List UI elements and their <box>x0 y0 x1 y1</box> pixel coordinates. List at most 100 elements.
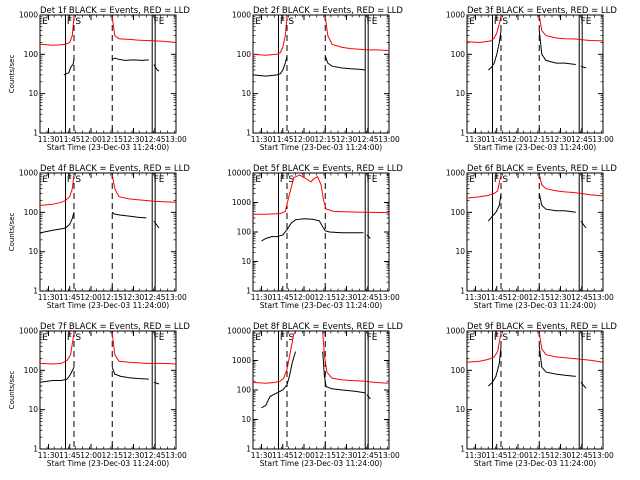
x-tick-label: 12:15 <box>101 293 123 302</box>
x-axis-label: Start Time (23-Dec-03 11:24:00) <box>474 143 596 152</box>
x-tick-label: 13:00 <box>592 451 614 460</box>
marker-label-e: E <box>255 17 261 27</box>
x-tick-label: 12:45 <box>144 293 166 302</box>
plot-frame <box>466 172 604 292</box>
x-tick-label: 12:45 <box>144 135 166 144</box>
y-tick-label: 1 <box>33 287 38 296</box>
x-tick-label: 13:00 <box>378 451 400 460</box>
plot-frame <box>39 14 177 134</box>
marker-label-e: E <box>469 17 475 27</box>
chart-title: Det 3f BLACK = Events, RED = LLD <box>467 6 617 16</box>
marker-label-s: S <box>502 17 508 27</box>
events-series-line <box>63 59 75 76</box>
lld-series-line <box>466 174 502 199</box>
x-tick-label: 11:45 <box>59 293 81 302</box>
x-axis-label: Start Time (23-Dec-03 11:24:00) <box>260 143 382 152</box>
x-tick-label: 12:00 <box>507 135 529 144</box>
events-series-line <box>153 64 160 72</box>
marker-label-f: F <box>494 17 499 27</box>
x-tick-label: 11:45 <box>59 451 81 460</box>
y-tick-label: 1 <box>460 129 465 138</box>
x-tick-label: 12:30 <box>336 293 358 302</box>
x-tick-label: 11:45 <box>272 451 294 460</box>
x-tick-label: 13:00 <box>378 293 400 302</box>
x-tick-label: 12:00 <box>293 293 315 302</box>
marker-label-fe: FE <box>367 17 378 27</box>
plot-frame <box>39 172 177 292</box>
events-series-line <box>153 381 160 385</box>
events-series-line <box>111 211 147 219</box>
events-series-line <box>366 234 371 239</box>
x-axis-label: Start Time (23-Dec-03 11:24:00) <box>47 143 169 152</box>
chart-panel-5: Det 5f BLACK = Events, RED = LLD 1 10 100 10… <box>227 164 403 310</box>
x-tick-label: 12:30 <box>123 135 145 144</box>
marker-label-fe: FE <box>154 175 165 185</box>
y-tick-label: 10 <box>241 415 251 424</box>
y-tick-label: 10 <box>455 405 465 414</box>
marker-label-f: F <box>67 17 72 27</box>
y-tick-label: 100 <box>24 208 39 217</box>
events-series-line <box>487 193 502 222</box>
marker-label-s: S <box>75 333 81 343</box>
x-tick-label: 12:15 <box>528 451 550 460</box>
y-tick-label: 100 <box>237 50 252 59</box>
marker-label-f: F <box>280 333 285 343</box>
events-series-line <box>261 218 364 242</box>
marker-label-s: S <box>75 17 81 27</box>
y-tick-label: 1000 <box>19 327 38 336</box>
y-tick-label: 1000 <box>446 327 465 336</box>
chart-title: Det 8f BLACK = Events, RED = LLD <box>253 322 403 332</box>
marker-label-e: E <box>42 17 48 27</box>
x-tick-label: 12:00 <box>80 135 102 144</box>
chart-panel-9: Det 9f BLACK = Events, RED = LLD 1 10 100 10… <box>446 322 617 468</box>
marker-label-s: S <box>75 175 81 185</box>
lld-series-line <box>466 332 502 363</box>
chart-panel-1: Det 1f BLACK = Events, RED = LLD 1 10 100 10… <box>8 6 190 152</box>
lld-series-line <box>111 174 177 203</box>
marker-label-s: S <box>502 175 508 185</box>
x-tick-label: 12:45 <box>571 293 593 302</box>
marker-label-fe: FE <box>581 17 592 27</box>
x-tick-label: 12:45 <box>571 451 593 460</box>
lld-series-line <box>466 15 502 44</box>
y-tick-label: 1000 <box>232 11 251 20</box>
marker-label-e: E <box>255 175 261 185</box>
y-tick-label: 1000 <box>232 198 251 207</box>
events-series-line <box>39 212 75 234</box>
y-tick-label: 1 <box>246 129 251 138</box>
x-tick-label: 11:45 <box>486 451 508 460</box>
events-series-line <box>366 394 371 400</box>
x-tick-label: 12:00 <box>80 293 102 302</box>
x-axis-label: Start Time (23-Dec-03 11:24:00) <box>474 459 596 468</box>
y-tick-label: 1000 <box>232 356 251 365</box>
marker-label-fe: FE <box>154 17 165 27</box>
y-axis-label: Counts/sec <box>8 213 16 252</box>
x-tick-label: 13:00 <box>592 293 614 302</box>
x-tick-label: 11:30 <box>251 451 273 460</box>
plot-frame <box>252 14 390 134</box>
chart-title: Det 2f BLACK = Events, RED = LLD <box>253 6 403 16</box>
x-tick-label: 12:15 <box>101 135 123 144</box>
x-tick-label: 12:45 <box>357 451 379 460</box>
marker-label-fe: FE <box>367 175 378 185</box>
x-tick-label: 11:45 <box>272 293 294 302</box>
lld-series-line <box>538 332 604 363</box>
marker-label-f: F <box>280 175 285 185</box>
events-series-line <box>111 367 149 380</box>
x-tick-label: 11:30 <box>465 135 487 144</box>
marker-label-fe: FE <box>154 333 165 343</box>
events-series-line <box>261 351 296 409</box>
lld-series-line <box>39 174 75 206</box>
chart-title: Det 7f BLACK = Events, RED = LLD <box>40 322 190 332</box>
x-tick-label: 11:30 <box>465 451 487 460</box>
y-tick-label: 1 <box>460 287 465 296</box>
y-tick-label: 10000 <box>227 327 251 336</box>
lld-series-line <box>538 15 604 42</box>
x-axis-label: Start Time (23-Dec-03 11:24:00) <box>474 301 596 310</box>
marker-label-e: E <box>42 175 48 185</box>
x-tick-label: 12:00 <box>293 135 315 144</box>
events-series-line <box>538 346 576 377</box>
y-tick-label: 1000 <box>19 11 38 20</box>
marker-label-s: S <box>502 333 508 343</box>
marker-label-e: E <box>42 333 48 343</box>
